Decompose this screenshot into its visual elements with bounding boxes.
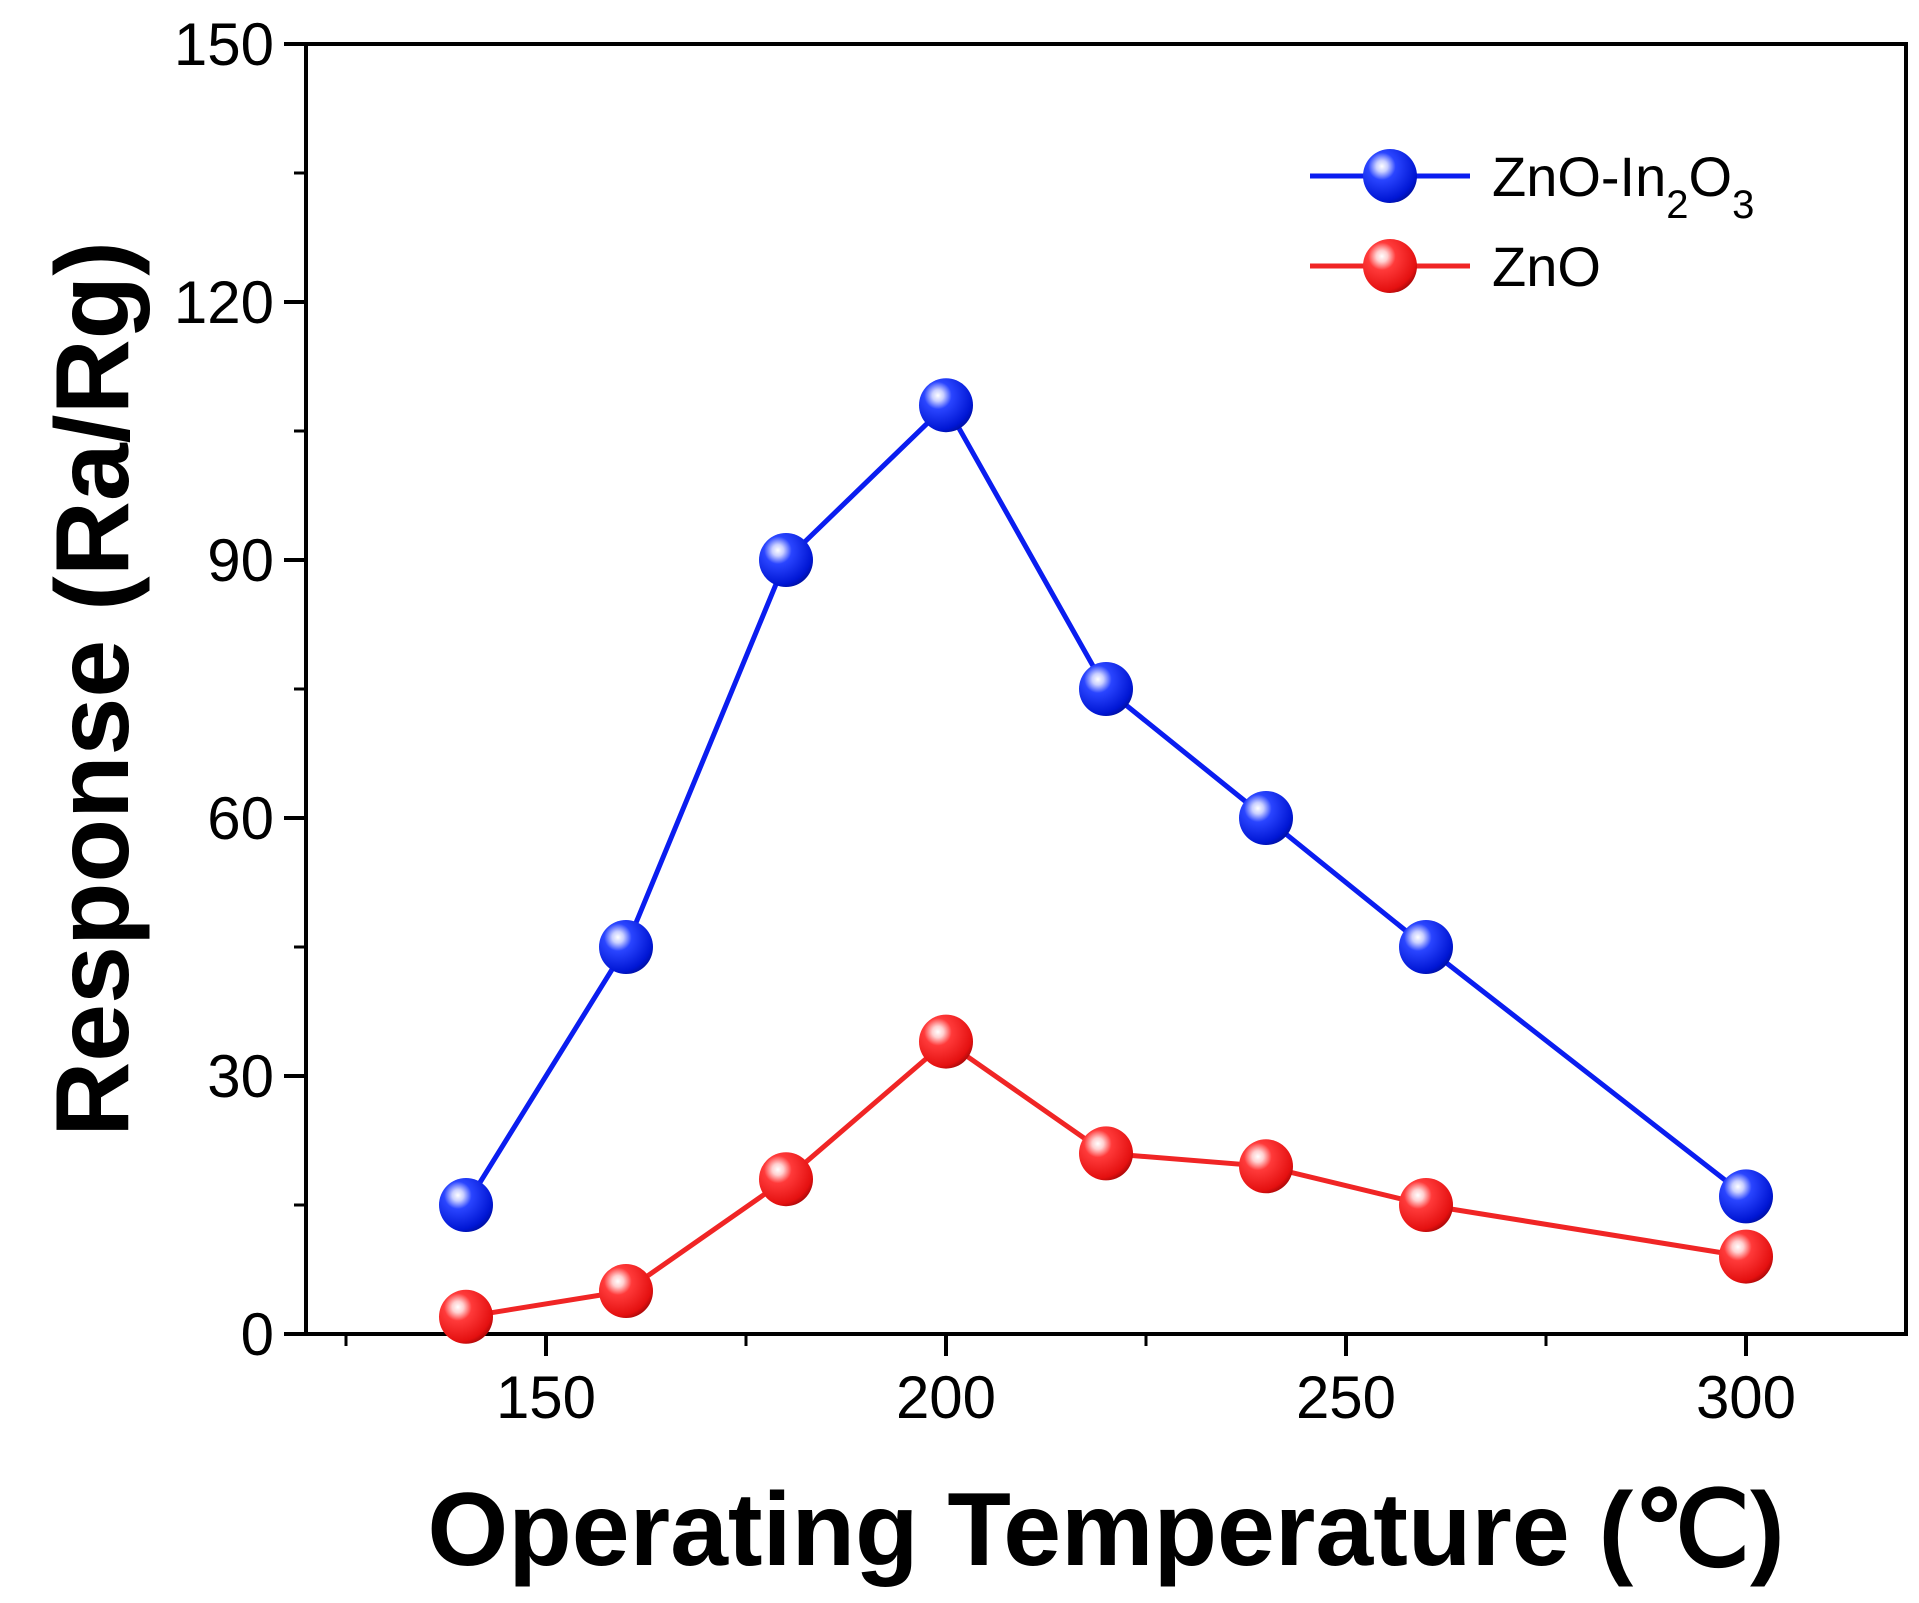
data-point-zno-in2o3 (439, 1178, 493, 1232)
data-point-zno (599, 1264, 653, 1318)
x-tick-label: 150 (496, 1364, 596, 1431)
data-point-zno (1079, 1126, 1133, 1181)
x-tick-label: 300 (1696, 1364, 1796, 1431)
y-axis-title: Response (Ra/Rg) (35, 241, 151, 1137)
data-point-zno-in2o3 (759, 533, 813, 587)
x-tick-label: 200 (896, 1364, 996, 1431)
data-point-zno-in2o3 (599, 920, 653, 974)
data-point-zno (1719, 1229, 1773, 1284)
y-tick-label: 0 (241, 1301, 274, 1368)
data-point-zno (919, 1014, 973, 1069)
y-tick-label: 120 (174, 269, 274, 336)
data-point-zno (1399, 1178, 1453, 1232)
y-tick-label: 60 (207, 785, 274, 852)
legend-label-zno: ZnO (1492, 235, 1601, 298)
legend: ZnO-In2O3 ZnO (1310, 145, 1754, 298)
y-tick-label: 90 (207, 527, 274, 594)
data-point-zno (759, 1152, 813, 1207)
data-point-zno (439, 1289, 493, 1344)
data-point-zno-in2o3 (1719, 1169, 1773, 1224)
series-lines (463, 401, 1748, 1320)
series-line-zno (465, 1038, 1747, 1320)
series-markers (439, 378, 1773, 1344)
data-point-zno-in2o3 (1399, 920, 1453, 974)
series-line-zno-in2o3 (463, 401, 1748, 1207)
data-point-zno (1239, 1139, 1293, 1194)
x-axis-title: Operating Temperature (℃) (427, 1472, 1784, 1588)
legend-marker-zno-in2o3 (1363, 149, 1417, 203)
data-point-zno-in2o3 (919, 378, 973, 433)
data-point-zno-in2o3 (1079, 662, 1133, 716)
y-axis: 0 30 60 90 120 150 (174, 11, 306, 1368)
x-tick-label: 250 (1296, 1364, 1396, 1431)
y-tick-label: 150 (174, 11, 274, 78)
data-point-zno-in2o3 (1239, 791, 1293, 845)
x-axis: 150 200 250 300 (344, 1334, 1796, 1431)
legend-marker-zno (1363, 239, 1417, 293)
y-tick-label: 30 (207, 1043, 274, 1110)
legend-label-zno-in2o3: ZnO-In2O3 (1492, 145, 1754, 227)
